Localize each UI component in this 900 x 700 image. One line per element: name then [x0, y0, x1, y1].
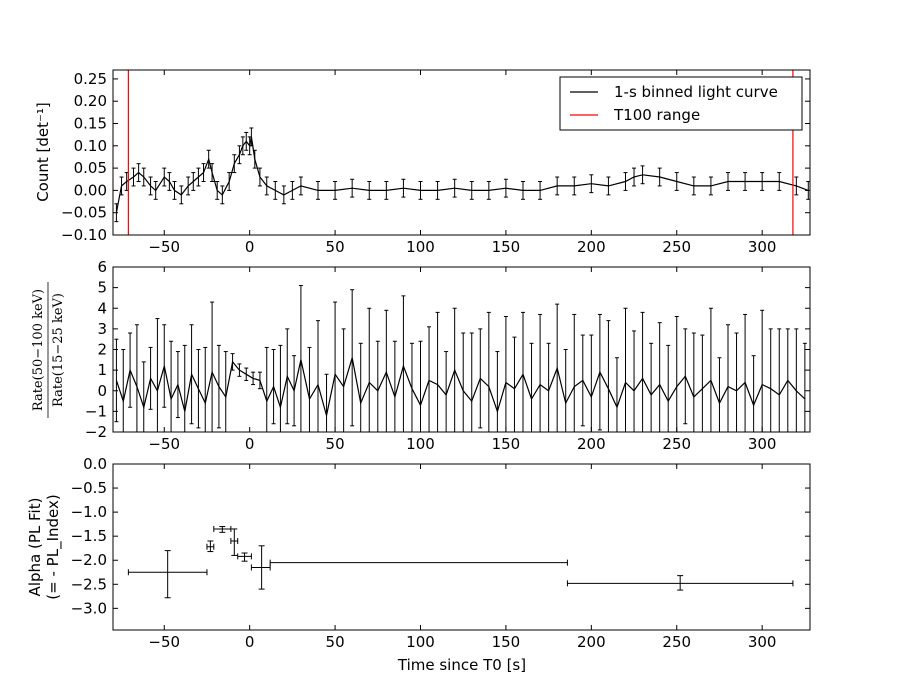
- panel-light-curve: −50 0 50 100 150 200 250 300 −0.10 −0.05 0.00 0.05 0…: [34, 69, 811, 256]
- lc-ytick-label: −0.05: [61, 204, 107, 222]
- legend-entry-2: T100 range: [613, 106, 700, 124]
- alpha-ytick-label: −2.5: [71, 575, 107, 593]
- alpha-xtick-label: 50: [326, 633, 345, 651]
- lc-plot-area: [114, 70, 811, 235]
- hr-xtick-label: 100: [406, 435, 435, 453]
- lc-ytick-label: 0.10: [74, 137, 107, 155]
- hr-axis-ticks: −50 0 50 100 150 200 250 300 −2 −1 0 1 2 3 4 5 6: [85, 258, 810, 453]
- alpha-frame: [112, 463, 811, 631]
- alpha-xtick-label: 100: [406, 633, 435, 651]
- alpha-axis-ticks: −50 0 50 100 150 200 250 300 −3.0 −2.5 −2.0 −1.5 −1.…: [71, 455, 810, 651]
- hr-ylabel-denominator: Rate(15−25 keV): [51, 293, 66, 407]
- hr-series-line: [115, 357, 806, 416]
- hr-xtick-label: 300: [748, 435, 777, 453]
- lc-xtick-label: 0: [245, 238, 255, 256]
- legend-entry-1: 1-s binned light curve: [614, 83, 778, 101]
- lc-axis-ticks: −50 0 50 100 150 200 250 300 −0.10 −0.05 0.00 0.05 0…: [61, 70, 810, 256]
- hr-ytick-label: 5: [97, 279, 107, 297]
- alpha-ytick-label: 0.0: [83, 455, 107, 473]
- panel-spectral-index: −50 0 50 100 150 200 250 300 −3.0 −2.5 −2.0 −1.5 −1.…: [26, 455, 811, 674]
- lc-series-line: [115, 136, 809, 213]
- lc-frame: [112, 69, 811, 236]
- hr-ytick-label: −2: [85, 423, 107, 441]
- hr-xtick-label: 250: [662, 435, 691, 453]
- x-axis-label: Time since T0 [s]: [397, 656, 526, 674]
- alpha-ytick-label: −2.0: [71, 551, 107, 569]
- lc-xtick-label: 300: [748, 238, 777, 256]
- alpha-ylabel-line2: (= - PL_Index): [44, 494, 63, 599]
- alpha-xtick-label: 200: [577, 633, 606, 651]
- lc-xtick-label: 250: [662, 238, 691, 256]
- alpha-xtick-label: 0: [245, 633, 255, 651]
- lc-xtick-label: 50: [326, 238, 345, 256]
- alpha-xtick-label: 300: [748, 633, 777, 651]
- alpha-xtick-label: 250: [662, 633, 691, 651]
- hr-xtick-label: 150: [492, 435, 521, 453]
- alpha-xtick-label: −50: [148, 633, 180, 651]
- hr-xtick-label: 50: [326, 435, 345, 453]
- hr-ylabel-numerator: Rate(50−100 keV): [31, 289, 46, 411]
- lc-ytick-label: 0.05: [74, 159, 107, 177]
- lc-ylabel: Count [det⁻¹]: [34, 102, 52, 202]
- hr-ytick-label: 2: [97, 341, 107, 359]
- lc-ytick-label: 0.20: [74, 92, 107, 110]
- hr-ylabel: Rate(50−100 keV) Rate(15−25 keV): [31, 282, 66, 418]
- lc-xtick-label: 200: [577, 238, 606, 256]
- lc-xtick-label: −50: [148, 238, 180, 256]
- hr-ytick-label: 3: [97, 320, 107, 338]
- lc-legend: 1-s binned light curve T100 range: [559, 76, 803, 131]
- alpha-ylabel-line1: Alpha (PL Fit): [26, 498, 44, 597]
- lc-ytick-label: 0.15: [74, 115, 107, 133]
- hr-ytick-label: 0: [97, 382, 107, 400]
- panel-hardness-ratio: −50 0 50 100 150 200 250 300 −2 −1 0 1 2 3 4 5 6 Rate(50…: [31, 258, 811, 453]
- hr-ytick-label: 6: [97, 258, 107, 276]
- alpha-ytick-label: −1.5: [71, 527, 107, 545]
- alpha-ytick-label: −3.0: [71, 599, 107, 617]
- lc-ytick-label: 0.25: [74, 70, 107, 88]
- alpha-xtick-label: 150: [492, 633, 521, 651]
- hr-xtick-label: 0: [245, 435, 255, 453]
- legend-box: [559, 76, 803, 131]
- lc-ytick-label: −0.10: [61, 226, 107, 244]
- hr-ytick-label: 4: [97, 299, 107, 317]
- hr-frame: [112, 266, 811, 433]
- hr-xtick-label: −50: [148, 435, 180, 453]
- alpha-ytick-label: −1.0: [71, 503, 107, 521]
- lc-xtick-label: 150: [492, 238, 521, 256]
- hr-xtick-label: 200: [577, 435, 606, 453]
- hr-ytick-label: −1: [85, 402, 107, 420]
- lc-ytick-label: 0.00: [74, 181, 107, 199]
- hr-plot-area: [114, 285, 807, 432]
- hr-ytick-label: 1: [97, 361, 107, 379]
- alpha-plot-area: [127, 525, 794, 599]
- alpha-ytick-label: −0.5: [71, 479, 107, 497]
- lc-xtick-label: 100: [406, 238, 435, 256]
